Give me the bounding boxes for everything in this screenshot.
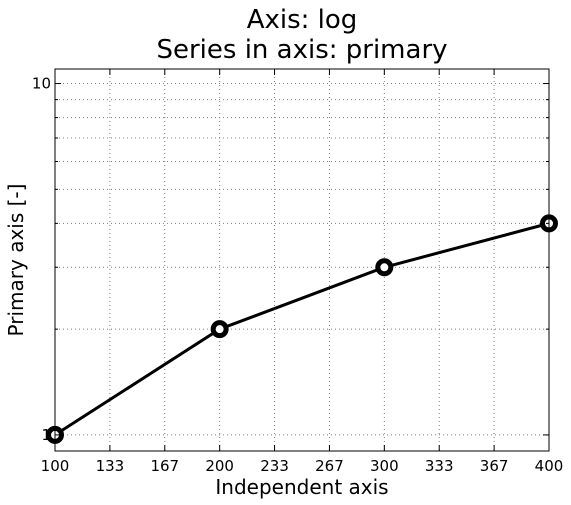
y-tick-label: 10	[32, 75, 51, 93]
y-axis-label: Primary axis [-]	[4, 184, 28, 337]
y-tick-label: 1	[41, 426, 51, 444]
x-axis-label: Independent axis	[215, 475, 388, 499]
x-tick-label: 233	[260, 457, 289, 475]
x-tick-label: 333	[425, 457, 454, 475]
series-line	[54, 221, 550, 437]
plot-frame	[54, 68, 550, 452]
x-tick-label: 267	[315, 457, 344, 475]
x-tick-label: 367	[480, 457, 509, 475]
x-tick-label: 200	[205, 457, 234, 475]
x-tick-label: 300	[370, 457, 399, 475]
data-point-marker	[210, 320, 229, 339]
x-tick-label: 100	[41, 457, 70, 475]
x-tick-label: 400	[535, 457, 564, 475]
chart-title-line-2: Series in axis: primary	[156, 35, 447, 65]
x-tick-label: 167	[150, 457, 179, 475]
data-point-marker	[375, 258, 394, 277]
chart-title-line-1: Axis: log	[247, 5, 358, 35]
axis-ticks: 100 133 167 200 233 267 300 333 367 400 1 10	[32, 69, 563, 475]
grid	[55, 69, 549, 451]
chart-title: Axis: log Series in axis: primary	[156, 5, 447, 65]
x-tick-label: 133	[96, 457, 125, 475]
